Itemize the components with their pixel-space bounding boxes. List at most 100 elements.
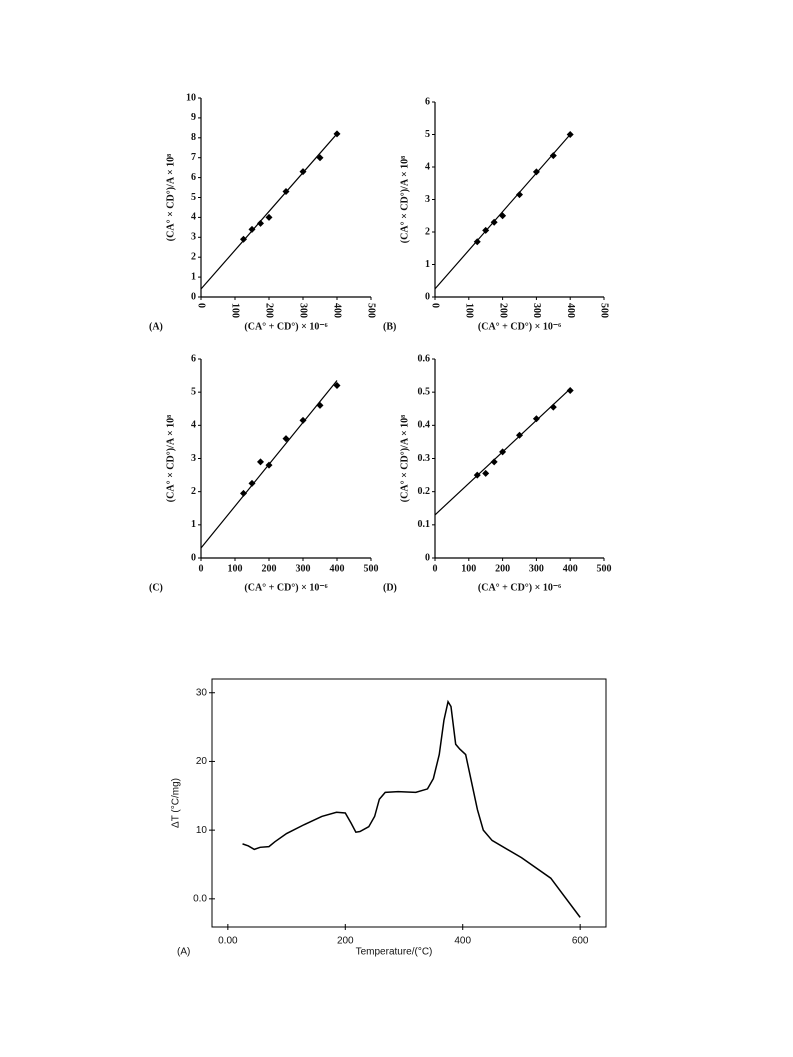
y-tick-label: 4 (191, 212, 196, 223)
y-tick-label: 0 (425, 291, 430, 302)
x-tick-label: 0 (199, 563, 204, 574)
x-tick-label: 200 (262, 563, 277, 574)
y-tick-label: 6 (425, 96, 430, 107)
data-point (265, 461, 273, 469)
x-axis-label: Temperature/(°C) (356, 947, 433, 958)
x-tick-label: 100 (228, 563, 243, 574)
y-tick-label: 0 (191, 291, 196, 302)
data-point (549, 152, 557, 160)
x-tick-label: 0 (196, 303, 207, 308)
data-point (248, 225, 256, 233)
data-point (299, 168, 307, 176)
x-tick-label: 300 (531, 303, 542, 318)
x-tick-label: 200 (495, 563, 510, 574)
y-tick-label: 1 (191, 271, 196, 282)
x-tick-label: 300 (298, 303, 309, 318)
x-axis-label: (CA° + CD°) × 10⁻⁶ (478, 582, 561, 593)
y-tick-label: 0.0 (193, 893, 207, 904)
y-tick-label: 1 (425, 259, 430, 270)
data-point (532, 168, 540, 176)
y-tick-label: 5 (191, 386, 196, 397)
data-point (473, 471, 481, 479)
x-tick-label: 500 (599, 303, 610, 318)
x-tick-label: 100 (230, 303, 241, 318)
x-tick-label: 500 (597, 563, 612, 574)
y-tick-label: 0.1 (418, 519, 431, 530)
x-tick-label: 300 (529, 563, 544, 574)
y-tick-label: 0.2 (418, 486, 431, 497)
y-tick-label: 0.5 (418, 386, 431, 397)
y-tick-label: 6 (191, 353, 196, 364)
data-point (490, 218, 498, 226)
data-point (516, 431, 523, 439)
data-point (499, 448, 507, 456)
fit-line (200, 133, 338, 290)
y-tick-label: 4 (191, 420, 196, 431)
y-tick-label: 2 (191, 486, 196, 497)
x-tick-label: 400 (454, 936, 471, 947)
x-tick-label: 500 (366, 303, 377, 318)
y-axis-label: (CA° × CD°)/A × 10⁸ (165, 415, 176, 502)
data-point (333, 382, 341, 390)
data-point (265, 213, 273, 221)
data-point (566, 387, 574, 395)
x-tick-label: 400 (563, 563, 578, 574)
x-tick-label: 300 (296, 563, 311, 574)
data-point (240, 235, 247, 243)
data-point (499, 212, 507, 220)
plot-frame (211, 678, 607, 928)
data-point (516, 191, 523, 199)
data-point (566, 131, 574, 138)
data-point (299, 416, 307, 424)
x-tick-label: 100 (461, 563, 476, 574)
x-tick-label: 0.00 (218, 936, 238, 947)
data-point (257, 458, 264, 466)
data-point (482, 226, 490, 234)
y-tick-label: 3 (425, 194, 430, 205)
x-tick-label: 0 (433, 563, 438, 574)
y-tick-label: 3 (191, 232, 196, 243)
y-tick-label: 6 (191, 172, 196, 183)
panel-label: (B) (383, 321, 396, 332)
x-tick-label: 200 (264, 303, 275, 318)
y-tick-label: 30 (196, 687, 208, 698)
x-axis-label: (CA° + CD°) × 10⁻⁶ (478, 321, 561, 332)
data-point (549, 403, 557, 411)
x-tick-label: 400 (565, 303, 576, 318)
y-tick-label: 0 (425, 552, 430, 563)
y-tick-label: 0.3 (418, 453, 431, 464)
y-tick-label: 2 (191, 251, 196, 262)
y-tick-label: 1 (191, 519, 196, 530)
y-axis-label: ΔT (°C/mg) (171, 778, 182, 828)
y-tick-label: 5 (191, 192, 196, 203)
x-axis-label: (CA° + CD°) × 10⁻⁶ (244, 321, 327, 332)
data-point (473, 238, 481, 246)
x-tick-label: 100 (464, 303, 475, 318)
panel-label: (C) (149, 582, 163, 593)
y-tick-label: 3 (191, 453, 196, 464)
data-point (282, 435, 290, 443)
panel-label: (A) (177, 947, 190, 958)
panel-label: (A) (149, 321, 163, 332)
y-tick-label: 5 (425, 129, 430, 140)
y-tick-label: 9 (191, 112, 196, 123)
y-tick-label: 4 (425, 161, 430, 172)
x-tick-label: 0 (430, 303, 441, 308)
x-tick-label: 500 (364, 563, 379, 574)
x-tick-label: 400 (330, 563, 345, 574)
data-point (257, 219, 264, 227)
panel-label: (D) (383, 582, 397, 593)
y-tick-label: 20 (196, 756, 208, 767)
y-tick-label: 7 (191, 152, 196, 163)
y-axis-label: (CA° × CD°)/A × 10⁸ (399, 156, 410, 243)
data-point (316, 154, 324, 162)
data-point (240, 489, 247, 497)
x-tick-label: 200 (497, 303, 508, 318)
y-axis-label: (CA° × CD°)/A × 10⁸ (399, 415, 410, 502)
data-point (490, 458, 498, 466)
fit-line (434, 134, 571, 290)
y-tick-label: 10 (186, 92, 196, 103)
y-tick-label: 0.6 (418, 353, 431, 364)
y-tick-label: 0 (191, 552, 196, 563)
